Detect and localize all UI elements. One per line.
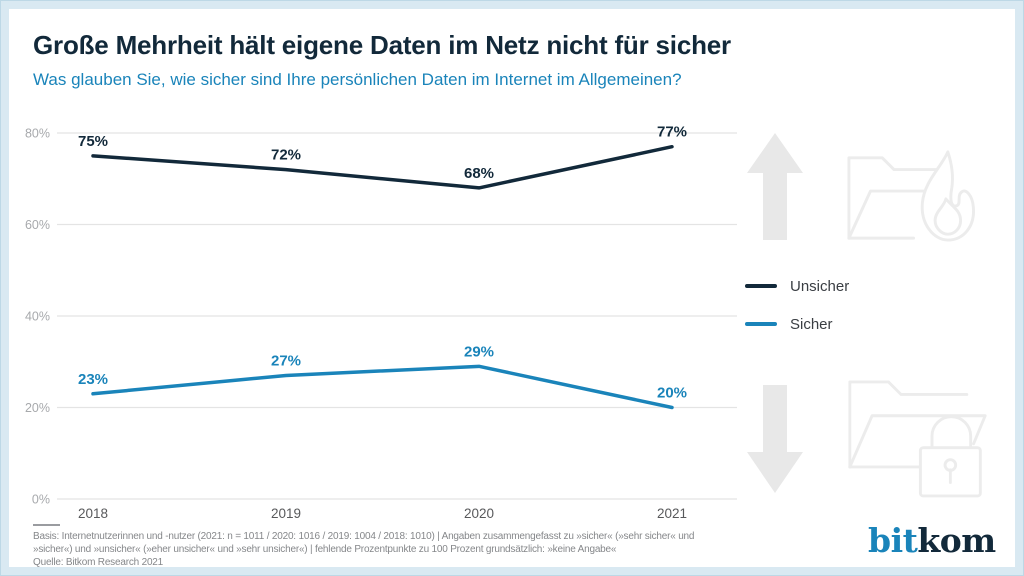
x-axis-tick-label: 2021 bbox=[657, 506, 687, 521]
data-label-sicher: 20% bbox=[657, 385, 687, 402]
bitkom-logo-kom: kom bbox=[917, 521, 996, 560]
legend-item-sicher: Sicher bbox=[745, 314, 849, 334]
legend-item-unsicher: Unsicher bbox=[745, 276, 849, 296]
series-line-unsicher bbox=[91, 144, 674, 190]
x-axis-tick-label: 2019 bbox=[271, 506, 301, 521]
data-label-unsicher: 72% bbox=[271, 147, 301, 164]
legend-swatch-unsicher bbox=[745, 284, 777, 288]
legend-swatch-sicher bbox=[745, 322, 777, 326]
arrow-up-icon bbox=[747, 133, 803, 240]
data-label-unsicher: 77% bbox=[657, 124, 687, 141]
bitkom-logo-bit: bit bbox=[868, 521, 918, 560]
data-label-unsicher: 75% bbox=[78, 133, 108, 150]
legend-label: Sicher bbox=[790, 315, 833, 333]
y-axis-tick-label: 20% bbox=[25, 401, 50, 415]
y-axis-tick-label: 40% bbox=[25, 310, 50, 324]
footnote-basis-line2: »sicher«) und »unsicher« (»eher unsicher… bbox=[33, 544, 617, 555]
bitkom-logo: bitkom bbox=[868, 521, 996, 560]
folder-fire-icon bbox=[847, 150, 975, 242]
data-label-sicher: 23% bbox=[78, 371, 108, 388]
data-label-unsicher: 68% bbox=[464, 165, 494, 182]
footer-divider bbox=[33, 524, 60, 526]
x-axis-tick-label: 2018 bbox=[78, 506, 108, 521]
arrow-down-icon bbox=[747, 385, 803, 493]
footnote: Basis: Internetnutzerinnen und -nutzer (… bbox=[33, 530, 793, 569]
data-label-sicher: 27% bbox=[271, 352, 301, 369]
footnote-source: Quelle: Bitkom Research 2021 bbox=[33, 557, 164, 568]
survey-question-subtitle: Was glauben Sie, wie sicher sind Ihre pe… bbox=[33, 70, 682, 89]
y-axis-tick-label: 0% bbox=[32, 493, 50, 507]
chart-legend: Unsicher Sicher bbox=[745, 276, 849, 352]
legend-label: Unsicher bbox=[790, 277, 850, 295]
y-axis-tick-label: 80% bbox=[25, 127, 50, 141]
folder-lock-icon bbox=[848, 380, 987, 498]
page-title: Große Mehrheit hält eigene Daten im Netz… bbox=[33, 30, 731, 60]
data-label-sicher: 29% bbox=[464, 343, 494, 360]
y-axis-tick-label: 60% bbox=[25, 218, 50, 232]
footnote-basis-line1: Basis: Internetnutzerinnen und -nutzer (… bbox=[33, 531, 695, 542]
series-line-sicher bbox=[91, 364, 674, 410]
x-axis-tick-label: 2020 bbox=[464, 506, 494, 521]
